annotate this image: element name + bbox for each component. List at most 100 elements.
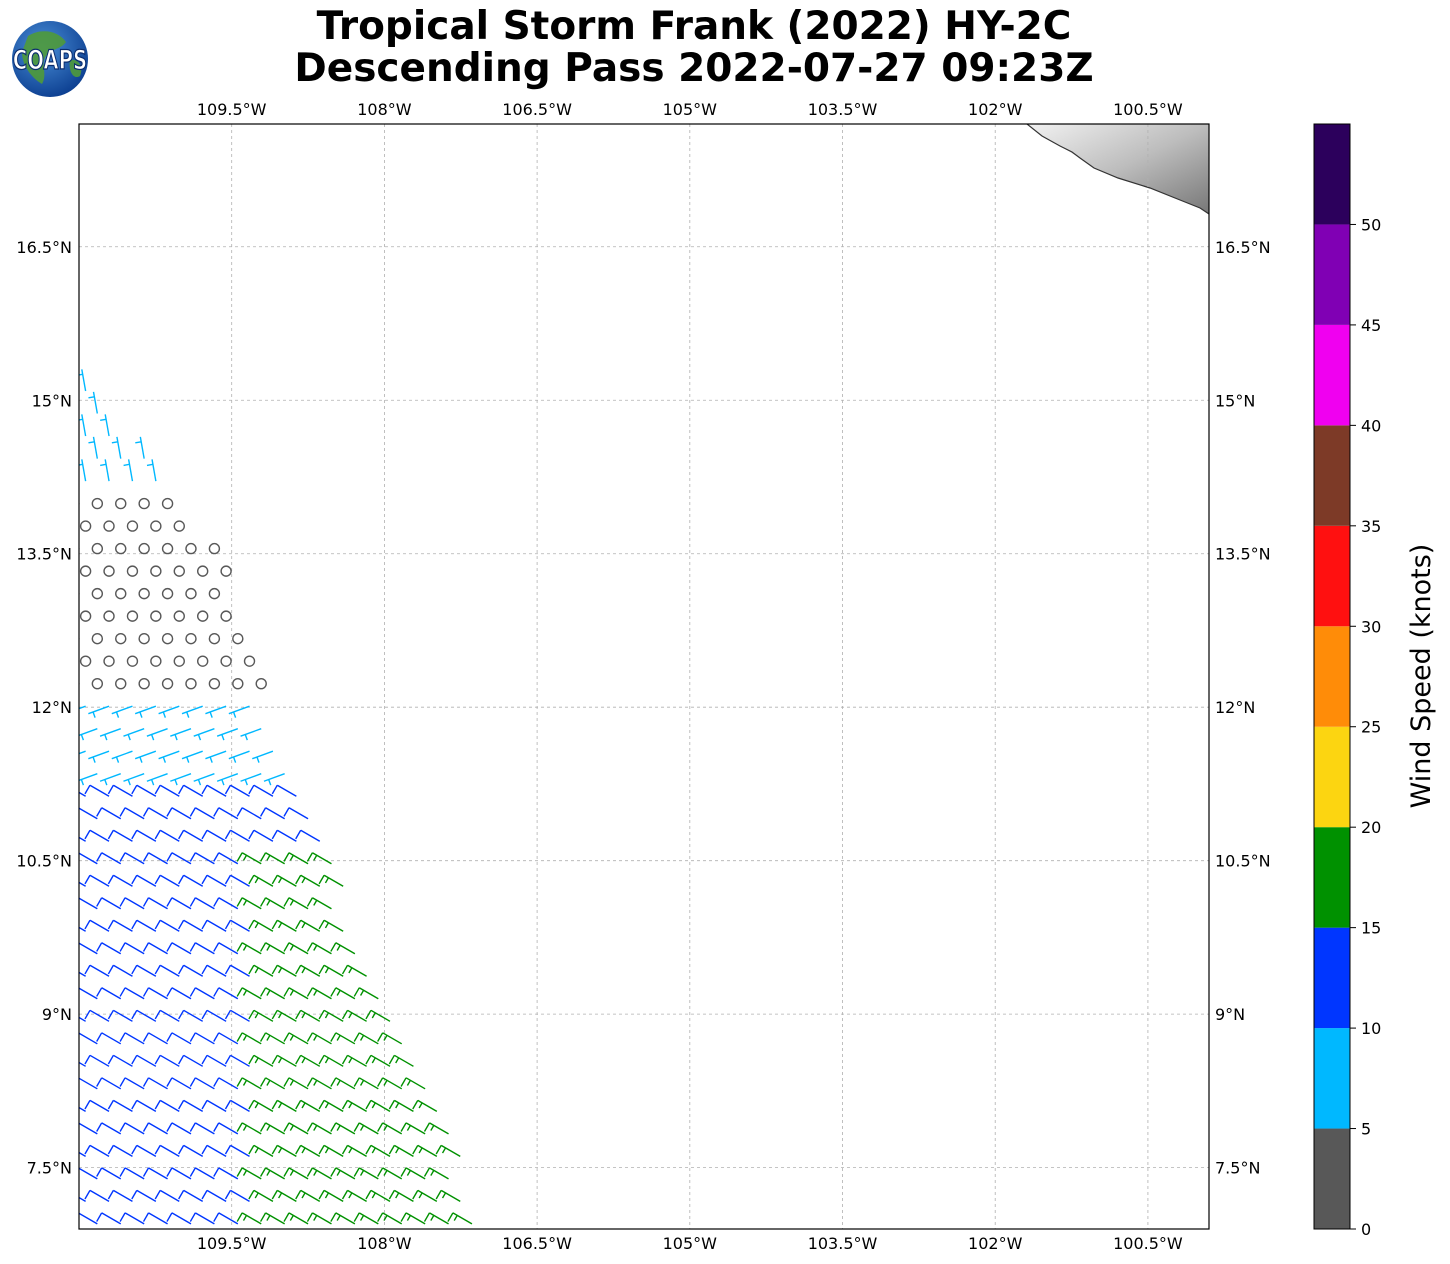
wind-barb-calm <box>126 565 139 577</box>
wind-barb <box>224 1189 250 1202</box>
chart-title-line-1: Tropical Storm Frank (2022) HY-2C <box>316 4 1072 49</box>
wind-barb <box>201 874 227 887</box>
wind-barb-calm <box>79 655 92 667</box>
wind-barb <box>79 791 86 797</box>
lon-tick-label: 109.5°W <box>197 1234 267 1253</box>
wind-barb <box>79 897 98 910</box>
wind-barb <box>65 437 74 459</box>
wind-barb <box>236 942 262 955</box>
wind-barb <box>79 836 86 842</box>
wind-barb <box>365 1189 391 1202</box>
wind-barb <box>146 459 157 482</box>
wind-barb <box>189 942 215 955</box>
wind-barb <box>318 964 344 977</box>
wind-barb <box>189 1122 215 1135</box>
wind-barb <box>79 1016 86 1022</box>
lat-tick-label: 10.5°N <box>16 852 72 871</box>
wind-barb <box>224 1099 250 1112</box>
wind-barb <box>213 1212 239 1225</box>
wind-barb-calm <box>173 565 185 577</box>
wind-barb <box>79 1196 86 1202</box>
wind-barb <box>240 773 262 786</box>
wind-barb <box>318 1189 344 1202</box>
wind-barb <box>248 1144 274 1157</box>
wind-barb <box>142 897 168 910</box>
wind-barb-calm <box>208 632 221 645</box>
wind-barb <box>283 852 309 865</box>
wind-barb <box>142 1077 168 1090</box>
wind-barb <box>295 1144 321 1157</box>
wind-barb <box>224 784 250 797</box>
colorbar-bin <box>1314 626 1350 727</box>
wind-barb <box>213 1122 239 1135</box>
wind-barb-calm <box>79 636 80 642</box>
colorbar-tick-label: 20 <box>1361 818 1381 837</box>
wind-barb-calm <box>79 501 80 507</box>
wind-barb <box>178 784 204 797</box>
wind-barb <box>283 1032 309 1045</box>
wind-barb <box>400 1212 426 1225</box>
wind-barb <box>119 987 145 1000</box>
wind-barb <box>423 1122 449 1135</box>
colorbar-tick-label: 30 <box>1361 617 1381 636</box>
colorbar-bin <box>1314 124 1350 225</box>
globe-land-shape <box>22 31 66 84</box>
wind-barb <box>131 1189 157 1202</box>
wind-barb <box>236 1077 262 1090</box>
wind-barb <box>170 773 192 786</box>
wind-barb <box>50 1078 74 1089</box>
wind-barb <box>236 987 262 1000</box>
colorbar <box>1314 124 1350 1229</box>
wind-barb <box>53 729 74 740</box>
wind-barb-calm <box>126 655 139 667</box>
wind-barb <box>216 728 239 741</box>
wind-barb <box>435 1189 461 1202</box>
wind-barb <box>377 1122 403 1135</box>
colorbar-bin <box>1314 927 1350 1029</box>
wind-barb <box>84 1009 110 1022</box>
wind-barb <box>318 874 344 887</box>
wind-barb <box>50 1213 74 1224</box>
wind-barb <box>365 1009 391 1022</box>
wind-barb <box>99 773 121 786</box>
colorbar-tick-label: 10 <box>1361 1019 1381 1038</box>
wind-barb <box>318 1009 344 1022</box>
wind-barb <box>134 705 157 718</box>
wind-barb <box>201 919 227 932</box>
wind-barb <box>50 1033 74 1044</box>
wind-barb <box>318 919 344 932</box>
wind-barb <box>412 1144 438 1157</box>
coastline <box>1026 124 1209 215</box>
wind-barb-calm <box>161 497 174 510</box>
wind-barb <box>166 942 192 955</box>
wind-barb <box>377 1167 403 1180</box>
wind-barb-calm <box>138 497 150 510</box>
wind-barb <box>318 1054 344 1067</box>
wind-barb <box>236 1122 262 1135</box>
lat-tick-label: 16.5°N <box>16 238 72 257</box>
wind-barb <box>154 1054 180 1067</box>
wind-barb <box>330 942 356 955</box>
wind-barb <box>96 807 122 820</box>
wind-barb <box>259 1032 285 1045</box>
wind-barb <box>119 942 145 955</box>
wind-barb <box>263 773 285 786</box>
wind-barb <box>388 1144 414 1157</box>
wind-barb <box>107 829 133 842</box>
wind-barb <box>271 1099 297 1112</box>
wind-barb <box>353 1167 379 1180</box>
wind-barb <box>142 1032 168 1045</box>
wind-barb <box>100 414 110 437</box>
wind-barb <box>79 1106 86 1112</box>
wind-barb <box>388 1189 414 1202</box>
lon-tick-label: 108°W <box>357 100 412 119</box>
wind-barb <box>189 807 215 820</box>
lon-tick-label: 103.5°W <box>808 1234 878 1253</box>
wind-barb <box>213 852 239 865</box>
wind-barb-calm <box>232 632 244 645</box>
lon-tick-label: 100.5°W <box>1113 100 1183 119</box>
lat-tick-label: 16.5°N <box>1215 238 1271 257</box>
lat-tick-label: 12°N <box>1215 698 1255 717</box>
colorbar-tick-label: 45 <box>1361 316 1381 335</box>
